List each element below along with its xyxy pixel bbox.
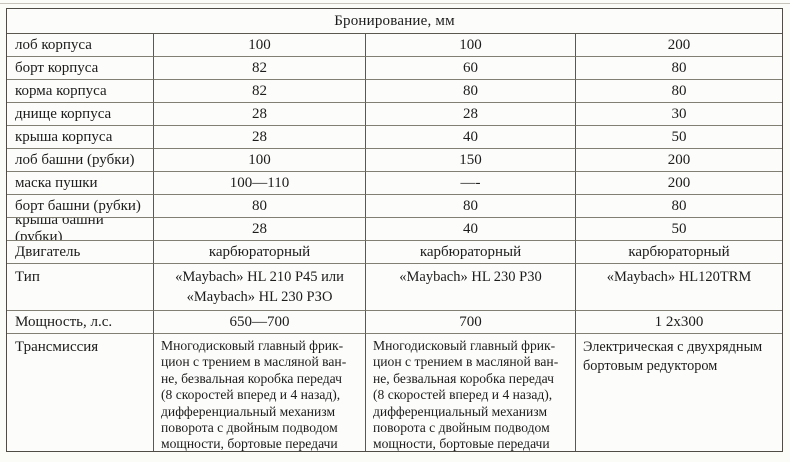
row-label-hull-roof: крыша корпуса — [7, 126, 154, 149]
cell-value: «Maybach» HL 210 P45 или «Maybach» HL 23… — [154, 264, 366, 311]
cell-value: 200 — [576, 34, 782, 57]
cell-value: 60 — [366, 57, 576, 80]
cell-value: 28 — [154, 126, 366, 149]
cell-value: «Maybach» HL120TRM — [576, 264, 782, 311]
row-label-gun-mantlet: маска пушки — [7, 172, 154, 195]
armor-spec-table: Бронирование, мм лоб корпуса 100 100 200… — [6, 8, 783, 452]
cell-value: Многодисковый главный фрик- цион с трени… — [154, 334, 366, 451]
cell-value: Электрическая с двухрядным бортовым реду… — [583, 339, 763, 374]
row-label-hull-side: борт корпуса — [7, 57, 154, 80]
cell-value: 200 — [576, 149, 782, 172]
row-label-hull-rear: корма корпуса — [7, 80, 154, 103]
cell-value: 150 — [366, 149, 576, 172]
row-label-hull-front: лоб корпуса — [7, 34, 154, 57]
row-label-transmission: Трансмиссия — [7, 334, 154, 451]
cell-value: 50 — [576, 126, 782, 149]
cell-value: 700 — [366, 311, 576, 334]
cell-value: 1 2x300 — [576, 311, 782, 334]
cell-value: 80 — [576, 80, 782, 103]
cell-value: 40 — [366, 126, 576, 149]
cell-value: 100 — [154, 34, 366, 57]
cell-value: 80 — [366, 195, 576, 218]
cell-value: 200 — [576, 172, 782, 195]
cell-value: 80 — [576, 57, 782, 80]
row-label-power: Мощность, л.с. — [7, 311, 154, 334]
cell-value: карбюраторный — [366, 241, 576, 264]
cell-value: 82 — [154, 80, 366, 103]
cell-value: 80 — [366, 80, 576, 103]
table-title: Бронирование, мм — [7, 9, 782, 34]
cell-value: —- — [366, 172, 576, 195]
cell-value: 40 — [366, 218, 576, 241]
cell-value: 28 — [154, 218, 366, 241]
row-label-turret-side: борт башни (рубки) — [7, 195, 154, 218]
cell-value: 80 — [154, 195, 366, 218]
cell-value: 82 — [154, 57, 366, 80]
row-label-engine: Двигатель — [7, 241, 154, 264]
row-label-turret-front: лоб башни (рубки) — [7, 149, 154, 172]
page-top-rule — [0, 3, 790, 4]
row-label-turret-roof: крыша башни (рубки) — [7, 218, 154, 241]
cell-value: 28 — [154, 103, 366, 126]
cell-value: 50 — [576, 218, 782, 241]
cell-value: «Maybach» HL 230 P30 — [366, 264, 576, 311]
cell-value: 30 — [576, 103, 782, 126]
cell-value: 100 — [366, 34, 576, 57]
row-label-hull-bottom: днище корпуса — [7, 103, 154, 126]
cell-value: Многодисковый главный фрик- цион с трени… — [366, 334, 576, 451]
cell-value: карбюраторный — [576, 241, 782, 264]
cell-value: 100 — [154, 149, 366, 172]
cell-value: 650—700 — [154, 311, 366, 334]
cell-value: 80 — [576, 195, 782, 218]
cell-value: 100—110 — [154, 172, 366, 195]
cell-value: карбюраторный — [154, 241, 366, 264]
cell-value: 28 — [366, 103, 576, 126]
row-label-engine-type: Тип — [7, 264, 154, 311]
